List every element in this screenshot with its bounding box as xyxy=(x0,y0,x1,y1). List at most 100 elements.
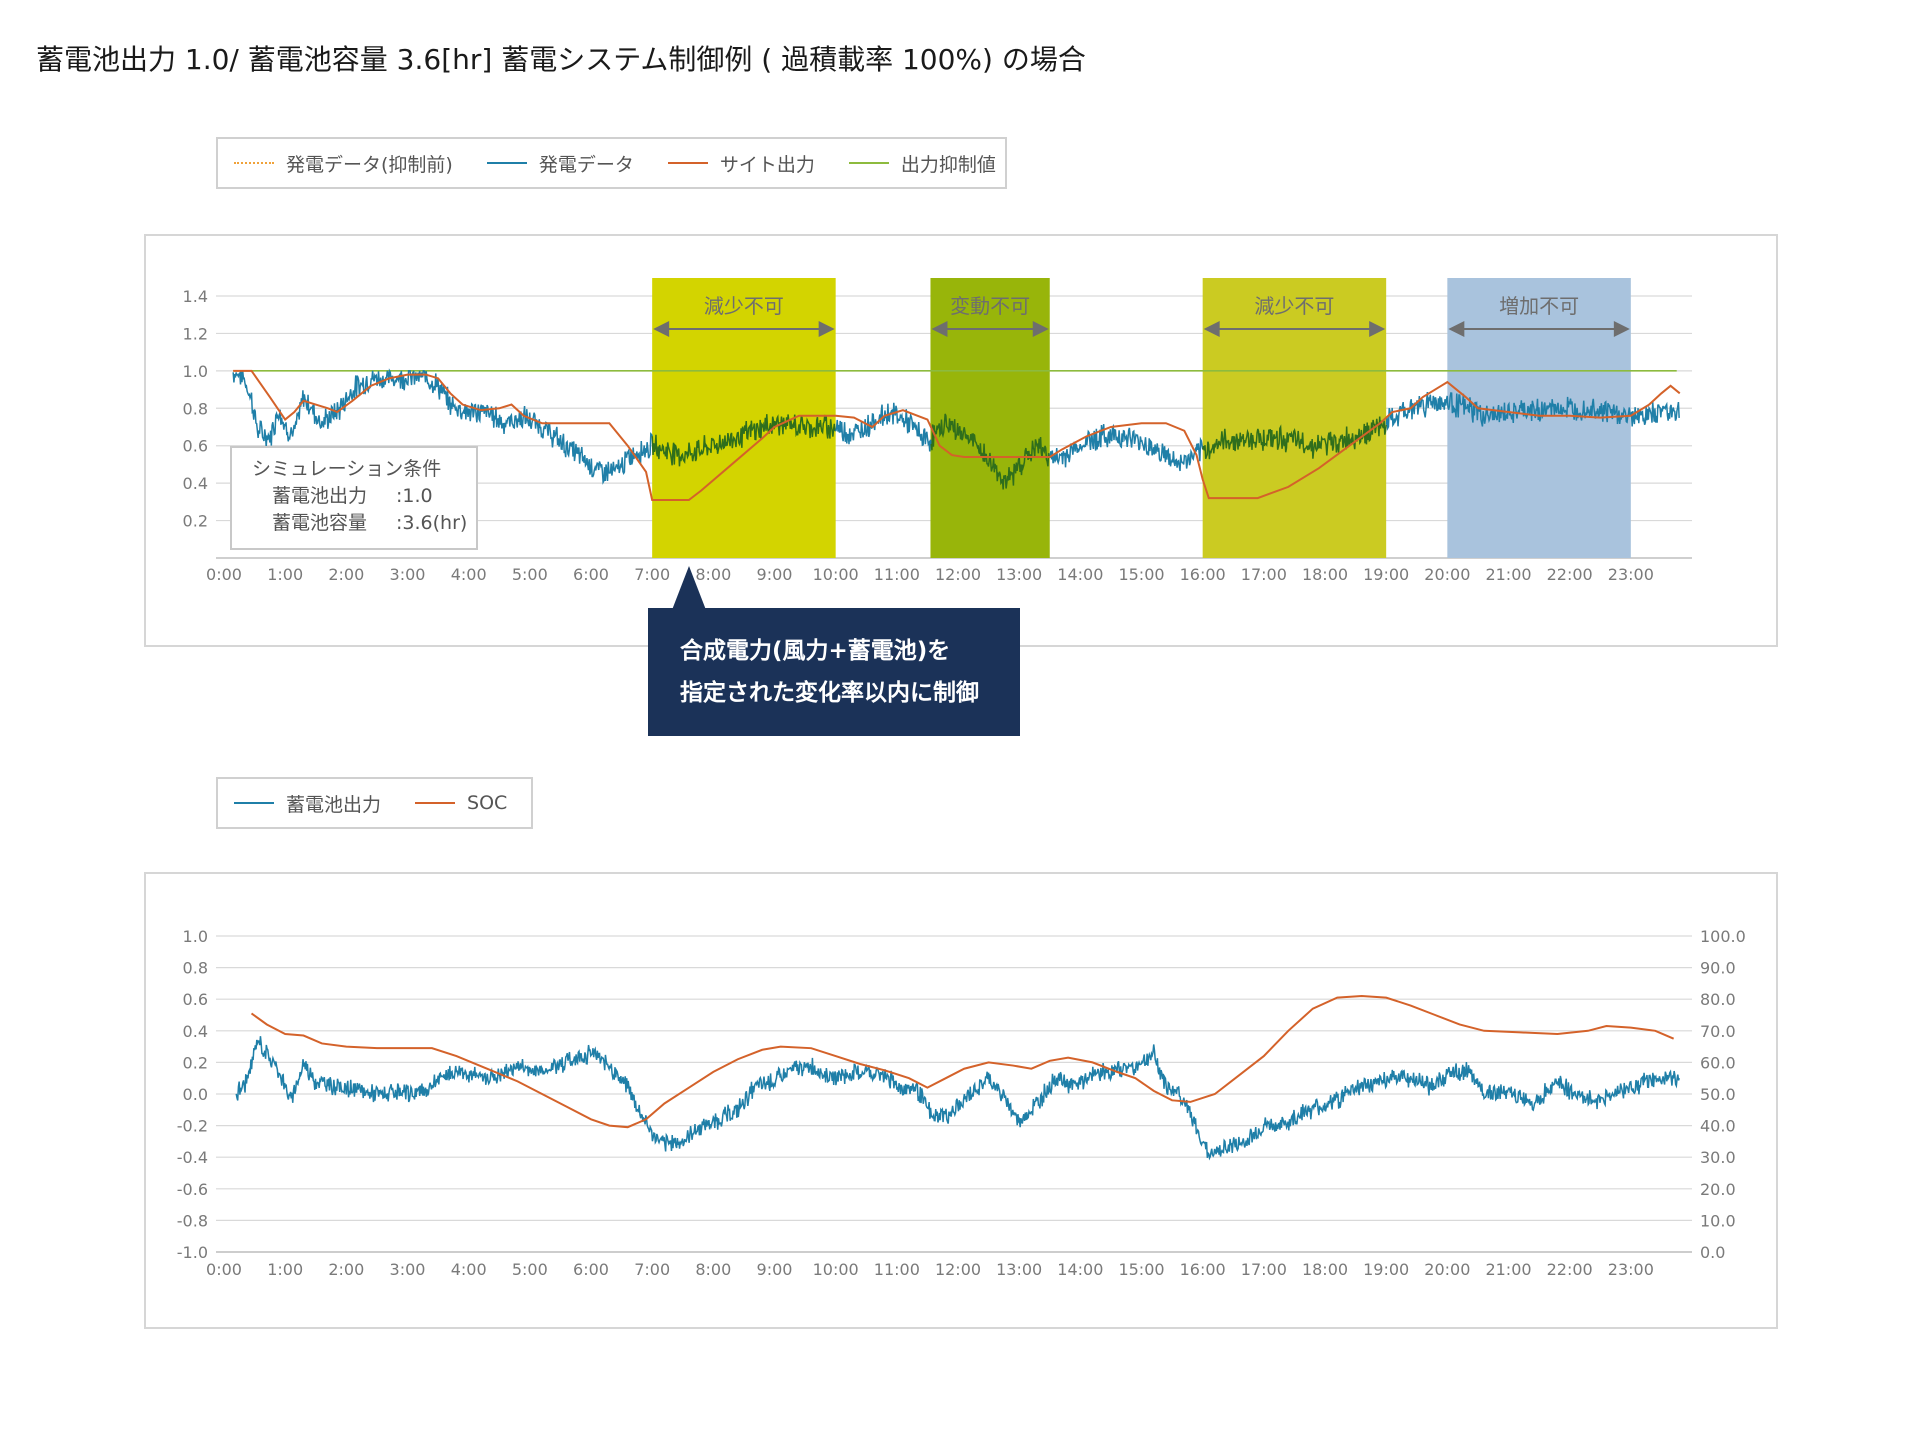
condition-value: :3.6(hr) xyxy=(396,512,468,534)
legend-label: 出力抑制値 xyxy=(900,153,996,176)
x-tick-label: 3:00 xyxy=(390,1260,426,1279)
y-right-tick-label: 80.0 xyxy=(1700,990,1736,1009)
series-line-generation xyxy=(651,414,837,467)
y-left-tick-label: 0.0 xyxy=(183,1085,208,1104)
y-right-tick-label: 20.0 xyxy=(1700,1180,1736,1199)
zone-arrow-right-icon xyxy=(818,321,835,337)
legend-item-pre-suppression: 発電データ(抑制前) xyxy=(234,150,453,177)
condition-label: 蓄電池出力 xyxy=(272,485,368,507)
zone-label: 増加不可 xyxy=(1499,294,1579,318)
callout-pointer-icon xyxy=(672,566,706,610)
control-callout: 合成電力(風力+蓄電池)を 指定された変化率以内に制御 xyxy=(648,608,1020,736)
x-tick-label: 12:00 xyxy=(935,1260,981,1279)
x-tick-label: 10:00 xyxy=(813,565,859,584)
zone-arrow-right-icon xyxy=(1613,321,1630,337)
y-tick-label: 0.8 xyxy=(183,399,208,418)
x-tick-label: 2:00 xyxy=(328,1260,364,1279)
x-tick-label: 17:00 xyxy=(1241,1260,1287,1279)
condition-value: :1.0 xyxy=(396,485,433,507)
x-tick-label: 15:00 xyxy=(1118,1260,1164,1279)
x-tick-label: 16:00 xyxy=(1180,565,1226,584)
x-tick-label: 14:00 xyxy=(1057,565,1103,584)
y-left-tick-label: -0.4 xyxy=(177,1148,208,1167)
legend-label: 発電データ xyxy=(538,153,634,176)
x-tick-label: 23:00 xyxy=(1608,1260,1654,1279)
series-line-generation xyxy=(232,368,653,485)
series-line-generation xyxy=(1385,391,1680,431)
y-left-tick-label: 0.4 xyxy=(183,1022,208,1041)
x-tick-label: 5:00 xyxy=(512,565,548,584)
callout-line: 合成電力(風力+蓄電池)を xyxy=(680,638,951,664)
y-left-tick-label: -0.8 xyxy=(177,1211,208,1230)
legend-label: SOC xyxy=(467,792,508,814)
zone-arrow-left-icon xyxy=(931,321,948,337)
zone-label: 減少不可 xyxy=(704,294,784,318)
line-swatch-icon xyxy=(667,162,708,164)
condition-row: 蓄電池容量 :3.6(hr) xyxy=(252,510,476,537)
x-tick-label: 3:00 xyxy=(390,565,426,584)
y-right-tick-label: 40.0 xyxy=(1700,1117,1736,1136)
legend-item-suppression-value: 出力抑制値 xyxy=(848,150,996,177)
legend-item-battery-output: 蓄電池出力 xyxy=(234,790,381,817)
simulation-conditions-box: シミュレーション条件 蓄電池出力 :1.0 蓄電池容量 :3.6(hr) xyxy=(230,446,478,550)
zone-band xyxy=(930,278,1050,558)
y-left-tick-label: 0.2 xyxy=(183,1053,208,1072)
zone-arrow-right-icon xyxy=(1032,321,1049,337)
x-tick-label: 7:00 xyxy=(634,565,670,584)
y-right-tick-label: 60.0 xyxy=(1700,1053,1736,1072)
x-tick-label: 9:00 xyxy=(757,565,793,584)
x-tick-label: 19:00 xyxy=(1363,1260,1409,1279)
x-tick-label: 18:00 xyxy=(1302,1260,1348,1279)
x-tick-label: 11:00 xyxy=(874,1260,920,1279)
y-tick-label: 0.2 xyxy=(183,512,208,531)
zone-arrow-left-icon xyxy=(653,321,670,337)
condition-row: 蓄電池出力 :1.0 xyxy=(252,483,476,510)
x-tick-label: 10:00 xyxy=(813,1260,859,1279)
y-right-tick-label: 30.0 xyxy=(1700,1148,1736,1167)
line-swatch-icon xyxy=(234,802,274,804)
x-tick-label: 13:00 xyxy=(996,565,1042,584)
x-tick-label: 20:00 xyxy=(1424,565,1470,584)
x-tick-label: 6:00 xyxy=(573,1260,609,1279)
x-tick-label: 13:00 xyxy=(996,1260,1042,1279)
x-tick-label: 6:00 xyxy=(573,565,609,584)
legend-item-generation: 発電データ xyxy=(486,150,634,177)
series-line-battery-output xyxy=(235,1036,1680,1161)
x-tick-label: 21:00 xyxy=(1485,1260,1531,1279)
y-tick-label: 0.6 xyxy=(183,437,208,456)
x-tick-label: 19:00 xyxy=(1363,565,1409,584)
x-tick-label: 22:00 xyxy=(1547,565,1593,584)
line-swatch-icon xyxy=(415,802,456,804)
chart2-legend: 蓄電池出力 SOC xyxy=(216,777,533,829)
dotted-line-swatch-icon xyxy=(234,162,274,164)
series-line-generation xyxy=(930,413,1051,490)
y-right-tick-label: 50.0 xyxy=(1700,1085,1736,1104)
x-tick-label: 21:00 xyxy=(1485,565,1531,584)
series-line-generation xyxy=(1049,423,1204,472)
x-tick-label: 23:00 xyxy=(1608,565,1654,584)
chart2-panel xyxy=(144,872,1778,1329)
conditions-title: シミュレーション条件 xyxy=(252,458,442,480)
x-tick-label: 18:00 xyxy=(1302,565,1348,584)
x-tick-label: 11:00 xyxy=(874,565,920,584)
x-tick-label: 1:00 xyxy=(267,1260,303,1279)
x-tick-label: 14:00 xyxy=(1057,1260,1103,1279)
legend-label: 蓄電池出力 xyxy=(286,793,382,816)
y-right-tick-label: 70.0 xyxy=(1700,1022,1736,1041)
x-tick-label: 0:00 xyxy=(206,565,242,584)
x-tick-label: 17:00 xyxy=(1241,565,1287,584)
zone-label: 変動不可 xyxy=(950,294,1030,318)
condition-label: 蓄電池容量 xyxy=(272,512,368,534)
y-left-tick-label: -1.0 xyxy=(177,1243,208,1262)
x-tick-label: 9:00 xyxy=(757,1260,793,1279)
zone-band xyxy=(652,278,836,558)
x-tick-label: 1:00 xyxy=(267,565,303,584)
y-left-tick-label: -0.6 xyxy=(177,1180,208,1199)
zone-arrow-left-icon xyxy=(1448,321,1465,337)
legend-item-site-output: サイト出力 xyxy=(667,150,815,177)
chart1-legend: 発電データ(抑制前) 発電データ サイト出力 出力抑制値 xyxy=(216,137,1007,189)
series-line-site-output xyxy=(233,369,1681,501)
y-tick-label: 1.2 xyxy=(183,324,208,343)
